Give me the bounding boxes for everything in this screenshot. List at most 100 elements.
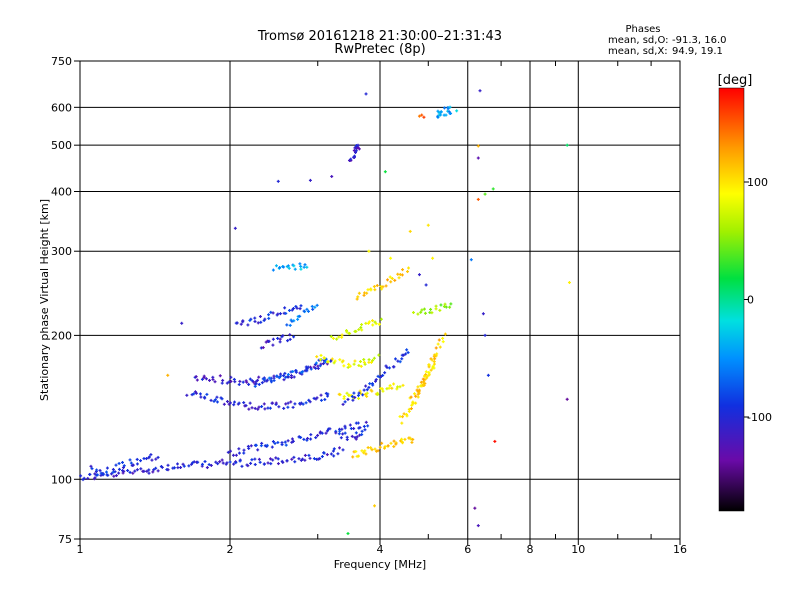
isolated-point [493,439,497,443]
trace-point [274,456,278,460]
trace-point [438,308,442,312]
x-axis-label: Frequency [MHz] [334,558,426,571]
trace-point [394,442,398,446]
isolated-point [483,333,487,337]
trace-point [312,396,316,400]
isolated-point [408,229,412,233]
trace-point [312,457,316,461]
trace-point [442,106,446,110]
trace-point [380,441,384,445]
trace-point [292,264,296,268]
trace-point [245,380,249,384]
trace-point [269,378,273,382]
trace-point [337,335,341,339]
trace-point [316,433,320,437]
trace-point [284,311,288,315]
trace-point [405,414,409,418]
trace-point [406,270,410,274]
trace-point [332,447,336,451]
trace-point [348,364,352,368]
trace-point [378,445,382,449]
trace-point [205,392,209,396]
y-tick-label: 100 [51,473,72,486]
trace-point [276,336,280,340]
trace-point [271,343,275,347]
trace-point [348,331,352,335]
trace-point [112,474,116,478]
trace-point [283,371,287,375]
trace-point [387,386,391,390]
trace-point [200,377,204,381]
trace-point [232,403,236,407]
trace-point [360,433,364,437]
trace-point [299,267,303,271]
trace-point [337,432,341,436]
trace-point [438,113,442,117]
isolated-point [364,92,368,96]
trace-point [121,460,125,464]
isolated-point [481,312,485,316]
trace-point [308,456,312,460]
trace-point [361,393,365,397]
chart-title: Tromsø 20161218 21:30:00–21:31:43 [257,29,502,44]
trace-point [429,368,433,372]
trace-point [429,307,433,311]
trace-point [105,466,109,470]
trace-point [249,444,253,448]
isolated-point [455,109,459,113]
trace-point [260,405,264,409]
trace-point [198,392,202,396]
trace-point [256,407,260,411]
trace-point [335,337,339,341]
isolated-point [483,192,487,196]
trace-point [389,441,393,445]
trace-point [176,462,180,466]
trace-point [302,309,306,313]
trace-point [290,440,294,444]
trace-point [285,265,289,269]
trace-point [282,265,286,269]
trace-point [400,357,404,361]
trace-point [432,362,436,366]
trace-point [379,317,383,321]
trace-point [299,264,303,268]
trace-point [326,392,330,396]
trace-point [156,469,160,473]
trace-point [220,458,224,462]
trace-point [304,401,308,405]
trace-point [392,365,396,369]
trace-point [248,318,252,322]
trace-point [142,469,146,473]
trace-point [282,406,286,410]
trace-point [306,309,310,313]
trace-point [392,445,396,449]
trace-point [338,446,342,450]
trace-point [352,427,356,431]
trace-point [247,446,251,450]
trace-point [437,338,441,342]
trace-point [415,388,419,392]
trace-point [139,467,143,471]
trace-point [258,315,262,319]
trace-point [347,362,351,366]
trace-point [444,305,448,309]
trace-point [333,359,337,363]
trace-point [340,427,344,431]
trace-point [356,421,360,425]
trace-point [362,451,366,455]
trace-point [314,361,318,365]
trace-point [290,376,294,380]
trace-point [110,472,114,476]
trace-point [238,379,242,383]
trace-point [241,380,245,384]
trace-point [381,373,385,377]
trace-point [179,466,183,470]
trace-point [176,466,180,470]
trace-point [221,378,225,382]
trace-point [291,370,295,374]
trace-point [209,463,213,467]
isolated-point [491,187,495,191]
trace-point [427,371,431,375]
trace-point [278,337,282,341]
